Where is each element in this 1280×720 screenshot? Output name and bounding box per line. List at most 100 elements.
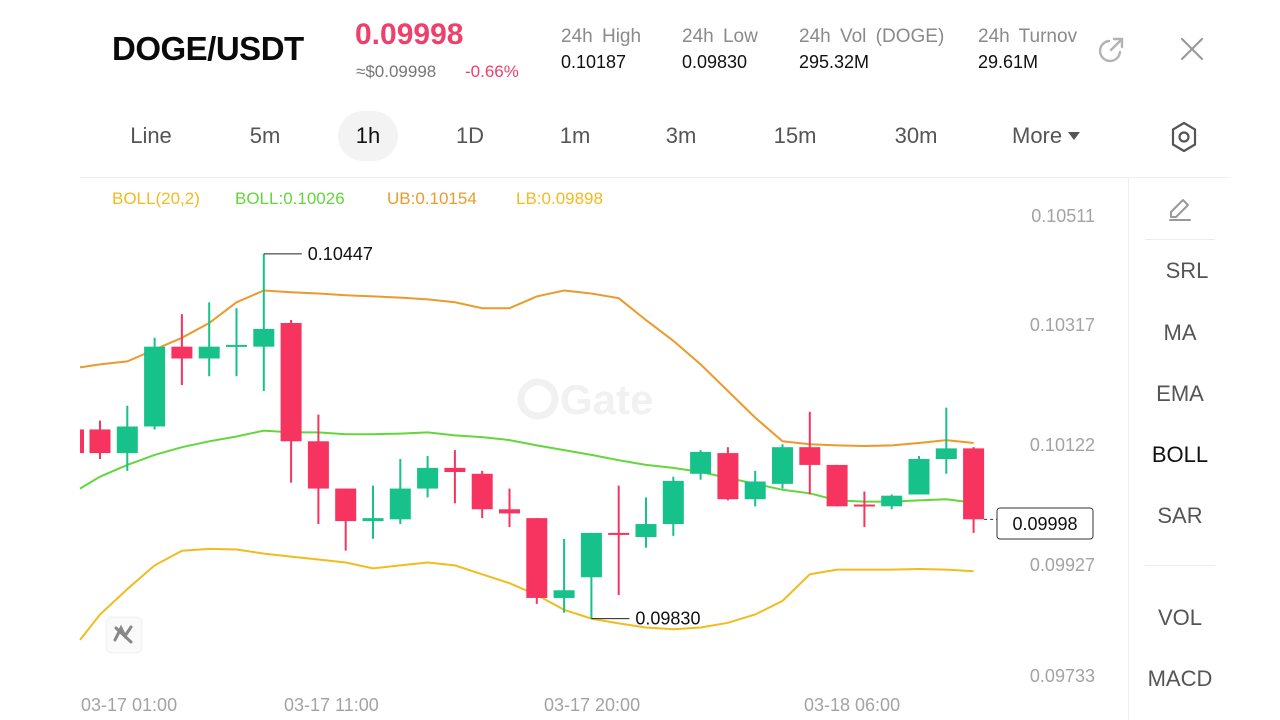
stat-label: 24h Turnov (978, 26, 1078, 47)
reset-icon (113, 624, 133, 642)
high-marker-label: 0.10447 (308, 244, 373, 264)
boll-mid-line (79, 429, 974, 504)
candle-body (80, 429, 84, 454)
stat-value: 29.61M (978, 52, 1039, 72)
stat-label: 24h Low (682, 26, 758, 47)
gate-watermark: Gate (517, 376, 653, 423)
stat-24h-high: 24h High 0.10187 (561, 26, 641, 73)
y-tick-label: 0.09733 (1030, 666, 1095, 686)
candle-body (826, 464, 848, 507)
tf-line[interactable]: Line (130, 123, 172, 148)
stat-label: 24h High (561, 26, 642, 47)
candle-body (171, 346, 193, 359)
candle-body (253, 328, 275, 347)
reset-view-button[interactable] (105, 616, 143, 654)
y-tick-label: 0.10122 (1030, 435, 1095, 455)
candle-body (580, 532, 602, 578)
side-separator (1145, 565, 1215, 566)
y-axis: 0.10511 0.10317 0.10122 0.09927 0.09733 (1030, 206, 1095, 686)
y-tick-label: 0.10317 (1030, 315, 1095, 335)
candle-body (198, 346, 220, 359)
candle-body (881, 495, 903, 507)
candle-body (935, 448, 957, 460)
indicator-vol[interactable]: VOL (1157, 605, 1203, 630)
boll-lower-line (79, 547, 974, 641)
close-icon[interactable] (1176, 33, 1208, 65)
x-tick-label: 03-17 11:00 (284, 695, 379, 715)
candle-body (635, 524, 657, 538)
candlestick-chart[interactable]: Gate 0.10511 0.10317 0.10122 0.09927 0.0… (0, 178, 1128, 720)
indicator-ema[interactable]: EMA (1156, 381, 1204, 406)
candle-body (963, 448, 985, 520)
stat-24h-low: 24h Low 0.09830 (682, 26, 758, 73)
last-price: 0.09998 (355, 18, 464, 51)
candle-body (226, 344, 247, 347)
current-price-box (996, 507, 1094, 540)
candle-body (526, 518, 548, 598)
indicator-boll[interactable]: BOLL (1151, 442, 1209, 467)
candle-body (444, 467, 466, 473)
y-tick-label: 0.09927 (1030, 555, 1095, 575)
stat-value: 295.32M (799, 52, 870, 72)
legend-boll-mid: BOLL:0.10026 (235, 189, 345, 208)
tf-1m[interactable]: 1m (559, 123, 591, 148)
candle-body (662, 480, 684, 525)
usd-price: ≈$0.09998 (356, 62, 437, 81)
low-marker-label: 0.09830 (635, 609, 700, 629)
candle-body (717, 453, 739, 500)
hexagon-settings-icon[interactable] (1168, 120, 1200, 154)
tf-1h[interactable]: 1h (338, 111, 398, 161)
reset-icon-stroke (114, 626, 133, 644)
candle-body (908, 459, 930, 495)
share-icon[interactable] (1097, 34, 1127, 64)
indicator-macd[interactable]: MACD (1147, 666, 1213, 691)
candle-body (744, 481, 766, 500)
tf-15m[interactable]: 15m (773, 123, 817, 148)
tf-30m[interactable]: 30m (894, 123, 938, 148)
watermark-text: Gate (560, 376, 653, 423)
tf-more-dropdown[interactable]: More (1012, 111, 1081, 161)
candle-body (389, 488, 411, 520)
x-tick-label: 03-17 20:00 (544, 695, 640, 715)
stat-24h-turnover: 24h Turnov 29.61M (978, 26, 1088, 73)
caret-down-icon (1068, 132, 1081, 140)
tf-3m[interactable]: 3m (665, 123, 697, 148)
tf-5m[interactable]: 5m (249, 123, 281, 148)
pencil-icon[interactable] (1166, 195, 1194, 223)
candle-body (335, 488, 357, 522)
y-tick-label: 0.10511 (1031, 206, 1095, 226)
candle-body (89, 429, 111, 454)
x-tick-label: 03-17 01:00 (81, 695, 177, 715)
legend-boll-upper: UB:0.10154 (387, 189, 477, 208)
side-separator (1145, 239, 1215, 240)
candle-body (772, 447, 793, 484)
boll-upper-line (79, 289, 974, 448)
indicator-ma[interactable]: MA (1163, 320, 1197, 345)
candle-body (280, 323, 302, 442)
candle-body (499, 509, 520, 514)
price-change: -0.66% (465, 62, 519, 81)
tf-1d[interactable]: 1D (455, 123, 485, 148)
pair-title: DOGE/USDT (112, 30, 304, 67)
candle-body (144, 346, 166, 427)
chart-top-divider (80, 177, 1230, 178)
tf-more-label: More (1012, 123, 1063, 148)
indicator-srl[interactable]: SRL (1165, 258, 1209, 283)
candle-body (471, 473, 493, 510)
stat-value: 0.10187 (561, 52, 627, 72)
x-tick-label: 03-18 06:00 (804, 695, 900, 715)
candle-body (799, 447, 821, 465)
candle-body (608, 532, 630, 535)
candle-body (307, 441, 329, 489)
candle-body (362, 518, 384, 522)
candle-body (553, 590, 575, 598)
current-price-label: 0.09998 (1012, 514, 1077, 534)
candle-body (690, 451, 712, 474)
legend-boll-lower: LB:0.09898 (516, 189, 603, 208)
legend-boll-params: BOLL(20,2) (112, 189, 200, 208)
indicator-sar[interactable]: SAR (1157, 503, 1203, 528)
candle-body (853, 504, 875, 507)
side-panel-divider (1128, 178, 1129, 720)
stat-value: 0.09830 (682, 52, 748, 72)
candle-body (116, 426, 138, 454)
